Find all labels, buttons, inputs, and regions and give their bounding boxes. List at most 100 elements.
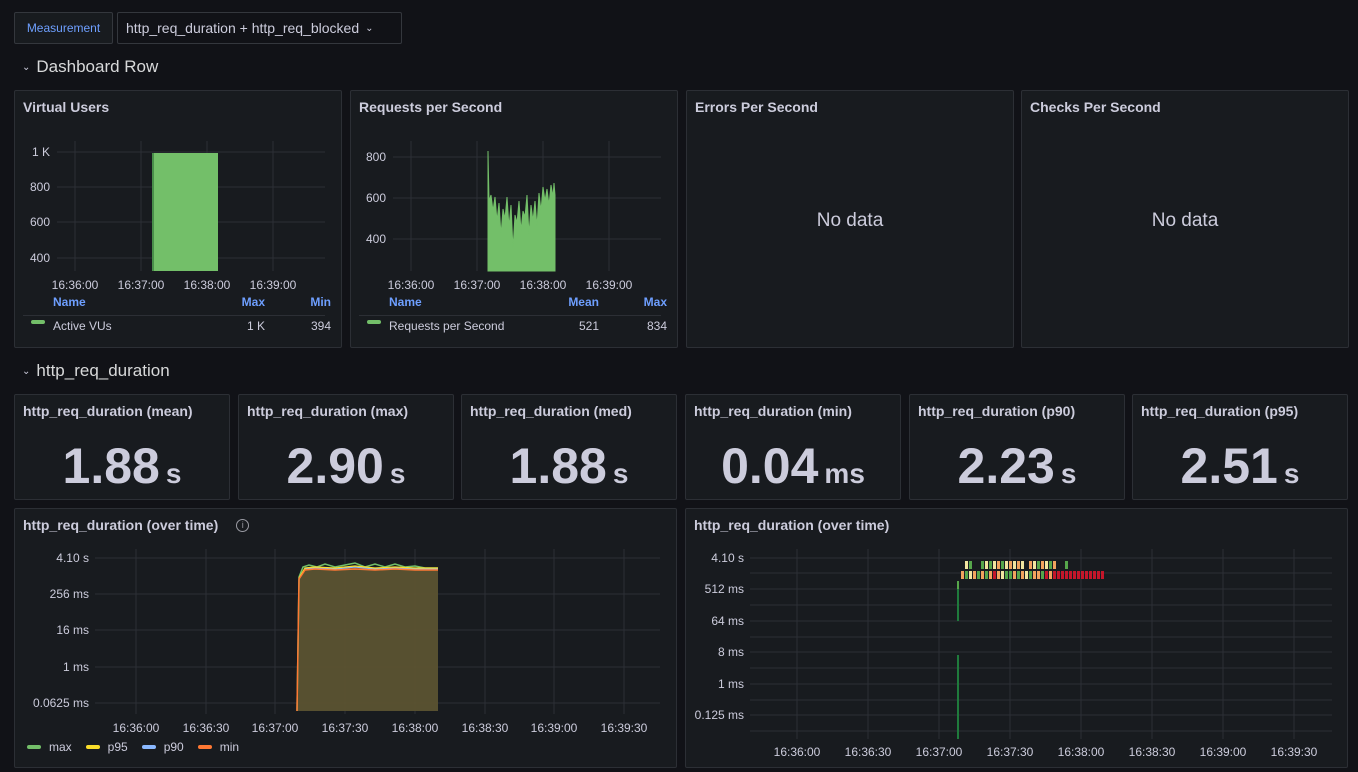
x-tick: 16:37:00 — [252, 721, 299, 735]
measurement-variable-select[interactable]: http_req_duration + http_req_blocked ⌄ — [117, 12, 402, 44]
duration-area — [297, 566, 438, 711]
row-title: http_req_duration — [36, 361, 170, 380]
chevron-down-icon: ⌄ — [22, 61, 31, 73]
legend-item-p90[interactable]: p90 — [141, 740, 184, 754]
stat-value: 2.90 — [286, 438, 384, 494]
y-tick: 4.10 s — [711, 551, 744, 565]
legend-item-p95[interactable]: p95 — [85, 740, 128, 754]
panel-title-text: Checks Per Second — [1030, 99, 1161, 115]
stat-panel-mean: http_req_duration (mean) 1.88 s — [14, 394, 230, 500]
stat-unit: s — [165, 458, 182, 489]
swatch — [141, 745, 156, 749]
panel-duration-timeseries: http_req_duration (over time) i 4.10 s 2… — [14, 508, 677, 768]
panel-title[interactable]: http_req_duration (p95) — [1141, 403, 1298, 419]
panel-title[interactable]: http_req_duration (mean) — [23, 403, 193, 419]
heatmap-cells — [957, 561, 1104, 739]
x-tick: 16:38:00 — [184, 278, 231, 292]
legend-header-name[interactable]: Name — [389, 295, 422, 309]
measurement-value-text: http_req_duration + http_req_blocked — [126, 20, 360, 36]
no-data-message: No data — [1151, 210, 1219, 231]
y-tick: 800 — [30, 180, 50, 194]
virtual-users-chart[interactable]: 1 K 800 600 400 16:36:00 16:37:00 16:38:… — [15, 131, 343, 331]
x-tick: 16:36:30 — [845, 745, 892, 759]
min-line — [296, 568, 438, 712]
p95-line — [298, 565, 438, 579]
legend-item-max[interactable]: max — [27, 740, 72, 754]
panel-title-text: http_req_duration (min) — [694, 403, 852, 419]
legend-max-value: 1 K — [246, 319, 265, 333]
panel-title-text: http_req_duration (max) — [247, 403, 409, 419]
row-header-http-req-duration[interactable]: ⌄ http_req_duration — [22, 361, 170, 381]
panel-title-text: http_req_duration (over time) — [23, 517, 219, 533]
legend-max-value: 834 — [646, 319, 667, 333]
legend: max p95 p90 min — [27, 740, 239, 754]
stat-panel-p95: http_req_duration (p95) 2.51 s — [1132, 394, 1348, 500]
y-tick: 1 ms — [63, 660, 89, 674]
row-title: Dashboard Row — [36, 57, 159, 76]
legend-label: min — [219, 740, 240, 754]
duration-heatmap-chart[interactable]: 4.10 s 512 ms 64 ms 8 ms 1 ms 0.125 ms 1… — [686, 539, 1349, 769]
x-tick: 16:36:30 — [183, 721, 230, 735]
legend-mean-value: 521 — [578, 319, 599, 333]
x-tick: 16:37:30 — [322, 721, 369, 735]
x-tick: 16:38:30 — [462, 721, 509, 735]
swatch — [197, 745, 212, 749]
panel-title[interactable]: http_req_duration (over time) — [694, 517, 889, 533]
legend-header-name[interactable]: Name — [53, 295, 86, 309]
legend-header-max[interactable]: Max — [643, 295, 667, 309]
stat-value: 2.51 — [1180, 438, 1278, 494]
y-tick: 512 ms — [705, 582, 744, 596]
x-tick: 16:39:00 — [586, 278, 633, 292]
legend-row[interactable]: Active VUs 1 K 394 — [23, 319, 331, 337]
x-tick: 16:38:00 — [1058, 745, 1105, 759]
panel-title[interactable]: Checks Per Second — [1030, 99, 1161, 115]
legend-label: max — [49, 740, 72, 754]
measurement-label-text: Measurement — [26, 21, 101, 35]
row-header-dashboard-row[interactable]: ⌄ Dashboard Row — [22, 57, 158, 77]
requests-area — [487, 150, 556, 272]
panel-title-text: Requests per Second — [359, 99, 503, 115]
swatch — [27, 745, 41, 749]
x-tick: 16:39:00 — [1200, 745, 1247, 759]
stat-panel-med: http_req_duration (med) 1.88 s — [461, 394, 677, 500]
panel-title[interactable]: http_req_duration (med) — [470, 403, 632, 419]
duration-timeseries-chart[interactable]: 4.10 s 256 ms 16 ms 1 ms 0.0625 ms 16:36… — [15, 539, 678, 769]
panel-title[interactable]: Requests per Second — [359, 99, 502, 115]
stat-unit: s — [1283, 458, 1300, 489]
panel-title[interactable]: http_req_duration (over time) i — [23, 517, 250, 533]
x-tick: 16:38:00 — [392, 721, 439, 735]
legend-row[interactable]: Requests per Second 521 834 — [359, 319, 667, 337]
x-tick: 16:38:30 — [1129, 745, 1176, 759]
no-data-message: No data — [816, 210, 884, 231]
y-tick: 1 K — [32, 145, 50, 159]
stat-value: 2.23 — [957, 438, 1055, 494]
active-vus-area — [152, 153, 218, 271]
legend-item-min[interactable]: min — [197, 740, 240, 754]
panel-requests-per-second: Requests per Second 800 600 400 16:36:00… — [350, 90, 678, 348]
y-tick: 1 ms — [718, 677, 744, 691]
panel-title[interactable]: http_req_duration (min) — [694, 403, 852, 419]
panel-duration-heatmap: http_req_duration (over time) 4.10 s 512… — [685, 508, 1348, 768]
info-icon[interactable]: i — [236, 518, 250, 532]
panel-errors-per-second: Errors Per Second No data — [686, 90, 1014, 348]
stat-unit: ms — [824, 458, 865, 489]
legend-header-max[interactable]: Max — [241, 295, 265, 309]
p90-line — [298, 566, 438, 580]
legend-header-min[interactable]: Min — [310, 295, 331, 309]
panel-title[interactable]: Errors Per Second — [695, 99, 818, 115]
y-tick: 400 — [366, 232, 386, 246]
panel-title[interactable]: Virtual Users — [23, 99, 109, 115]
requests-per-second-chart[interactable]: 800 600 400 16:36:00 16:37:00 16:38:00 1… — [351, 131, 679, 331]
panel-title-text: http_req_duration (med) — [470, 403, 632, 419]
panel-title-text: http_req_duration (mean) — [23, 403, 193, 419]
panel-title[interactable]: http_req_duration (max) — [247, 403, 408, 419]
panel-virtual-users: Virtual Users 1 K 800 600 400 16:36:00 1… — [14, 90, 342, 348]
panel-title[interactable]: http_req_duration (p90) — [918, 403, 1075, 419]
stat-panel-p90: http_req_duration (p90) 2.23 s — [909, 394, 1125, 500]
stat-panel-max: http_req_duration (max) 2.90 s — [238, 394, 454, 500]
x-tick: 16:36:00 — [113, 721, 160, 735]
stat-value: 1.88 — [509, 438, 607, 494]
panel-title-text: http_req_duration (p90) — [918, 403, 1076, 419]
legend-header-mean[interactable]: Mean — [568, 295, 599, 309]
y-tick: 400 — [30, 251, 50, 265]
